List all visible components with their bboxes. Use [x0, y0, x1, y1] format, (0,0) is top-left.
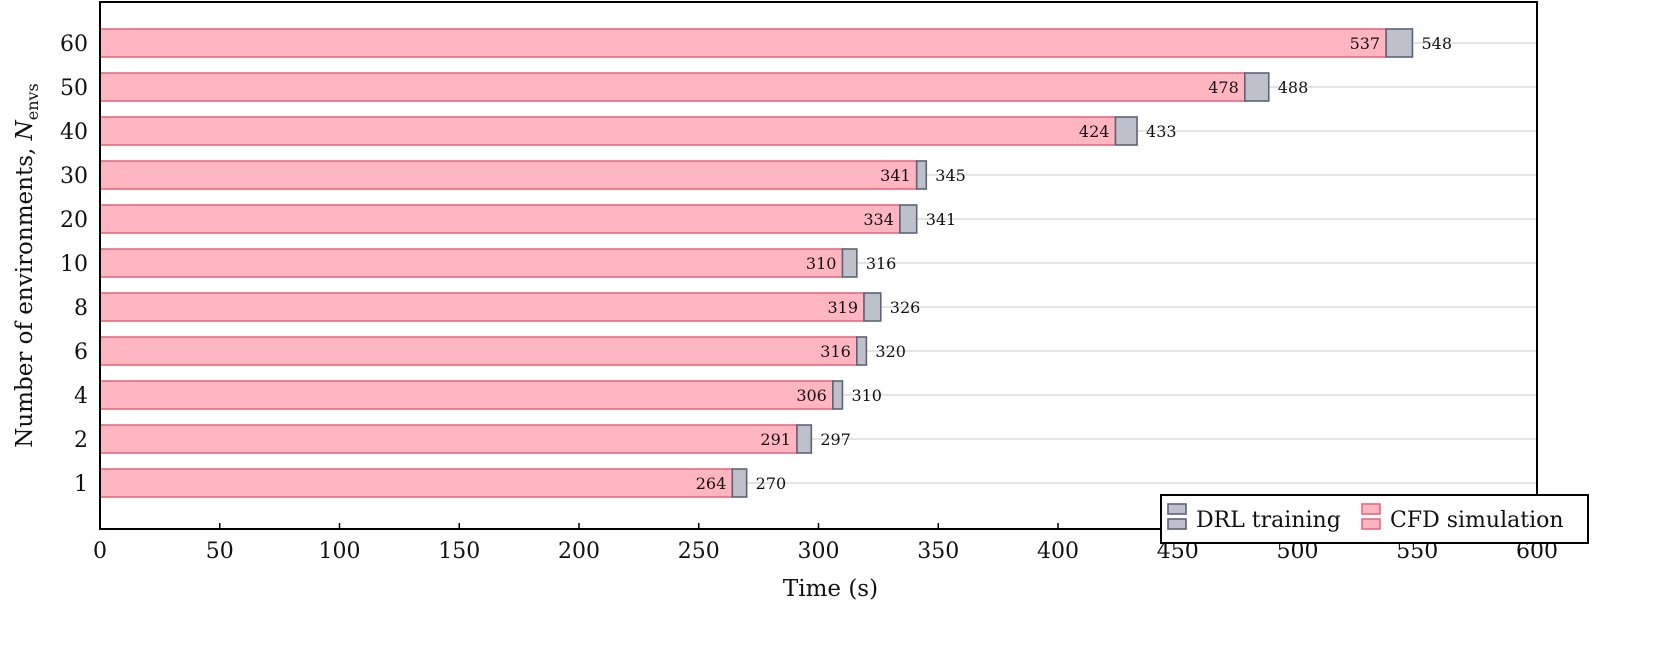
total-value-label-40: 433 — [1146, 122, 1177, 141]
bar-cfd-simulation-30 — [99, 160, 918, 190]
y-axis-title: Number of environments, Nenvs — [12, 83, 42, 448]
y-axis-title-subscript: envs — [23, 83, 42, 120]
legend-swatch-drl-training-top — [1167, 503, 1187, 515]
cfd-value-label-6: 316 — [820, 342, 851, 361]
bar-drl-training-60 — [1385, 28, 1414, 58]
y-category-4: 4 — [74, 384, 88, 409]
bar-labels-layer: 264 270 291 297 306 310 316 320 319 326 310 316 334 3… — [696, 34, 1452, 493]
bar-cfd-simulation-10 — [99, 248, 844, 278]
bar-drl-training-30 — [915, 160, 928, 190]
cfd-value-label-8: 319 — [827, 298, 858, 317]
legend: DRL training CFD simulation — [1160, 494, 1589, 544]
cfd-value-label-1: 264 — [696, 474, 727, 493]
legend-swatch-drl-training-bottom — [1167, 518, 1187, 530]
bar-cfd-simulation-4 — [99, 380, 834, 410]
y-category-6: 6 — [74, 340, 88, 365]
cfd-value-label-30: 341 — [880, 166, 911, 185]
bar-drl-training-8 — [863, 292, 882, 322]
y-category-20: 20 — [60, 208, 88, 233]
bar-drl-training-4 — [832, 380, 844, 410]
total-value-label-4: 310 — [851, 386, 882, 405]
cfd-value-label-2: 291 — [760, 430, 791, 449]
x-tick-label-0: 0 — [93, 539, 107, 564]
y-category-1: 1 — [74, 472, 88, 497]
cfd-value-label-4: 306 — [796, 386, 827, 405]
y-category-50: 50 — [60, 76, 88, 101]
bar-drl-training-6 — [856, 336, 868, 366]
y-axis-categories: 1 2 4 6 8 10 20 30 40 50 60 — [60, 32, 88, 497]
y-category-10: 10 — [60, 252, 88, 277]
bar-drl-training-50 — [1244, 72, 1270, 102]
total-value-label-2: 297 — [820, 430, 851, 449]
y-axis-title-symbol: N — [12, 119, 38, 141]
x-tick-label-150: 150 — [438, 539, 480, 564]
bar-cfd-simulation-60 — [99, 28, 1387, 58]
y-category-60: 60 — [60, 32, 88, 57]
bar-drl-training-10 — [841, 248, 858, 278]
legend-item-drl-training: DRL training — [1167, 503, 1341, 533]
bar-cfd-simulation-1 — [99, 468, 734, 498]
cfd-value-label-20: 334 — [863, 210, 894, 229]
legend-item-cfd-simulation: CFD simulation — [1361, 503, 1564, 533]
cfd-value-label-40: 424 — [1079, 122, 1110, 141]
legend-swatch-cfd-simulation-top — [1361, 503, 1381, 515]
x-tick-label-50: 50 — [206, 539, 234, 564]
x-axis-title: Time (s) — [783, 576, 878, 602]
bar-cfd-simulation-40 — [99, 116, 1117, 146]
legend-label-cfd-simulation: CFD simulation — [1390, 508, 1564, 533]
bar-drl-training-2 — [796, 424, 813, 454]
total-value-label-1: 270 — [756, 474, 787, 493]
bar-drl-training-1 — [731, 468, 748, 498]
cfd-value-label-60: 537 — [1350, 34, 1381, 53]
total-value-label-10: 316 — [866, 254, 897, 273]
bar-cfd-simulation-2 — [99, 424, 798, 454]
legend-swatch-cfd-simulation-bottom — [1361, 518, 1381, 530]
y-category-40: 40 — [60, 120, 88, 145]
y-category-2: 2 — [74, 428, 88, 453]
x-tick-label-400: 400 — [1037, 539, 1079, 564]
total-value-label-60: 548 — [1421, 34, 1452, 53]
x-tick-label-250: 250 — [678, 539, 720, 564]
y-axis-title-main: Number of environments, — [12, 140, 38, 447]
total-value-label-50: 488 — [1278, 78, 1309, 97]
x-tick-label-100: 100 — [319, 539, 361, 564]
x-tick-label-200: 200 — [558, 539, 600, 564]
y-category-8: 8 — [74, 296, 88, 321]
x-tick-label-350: 350 — [917, 539, 959, 564]
y-category-30: 30 — [60, 164, 88, 189]
bars-layer — [99, 28, 1414, 498]
total-value-label-8: 326 — [890, 298, 921, 317]
total-value-label-20: 341 — [926, 210, 957, 229]
bar-cfd-simulation-8 — [99, 292, 865, 322]
cfd-value-label-50: 478 — [1208, 78, 1239, 97]
bar-drl-training-20 — [899, 204, 918, 234]
bar-cfd-simulation-50 — [99, 72, 1246, 102]
legend-label-drl-training: DRL training — [1196, 508, 1341, 533]
bar-drl-training-40 — [1114, 116, 1138, 146]
x-tick-label-300: 300 — [798, 539, 840, 564]
total-value-label-6: 320 — [875, 342, 906, 361]
bar-cfd-simulation-20 — [99, 204, 901, 234]
total-value-label-30: 345 — [935, 166, 966, 185]
bar-cfd-simulation-6 — [99, 336, 858, 366]
cfd-value-label-10: 310 — [806, 254, 837, 273]
